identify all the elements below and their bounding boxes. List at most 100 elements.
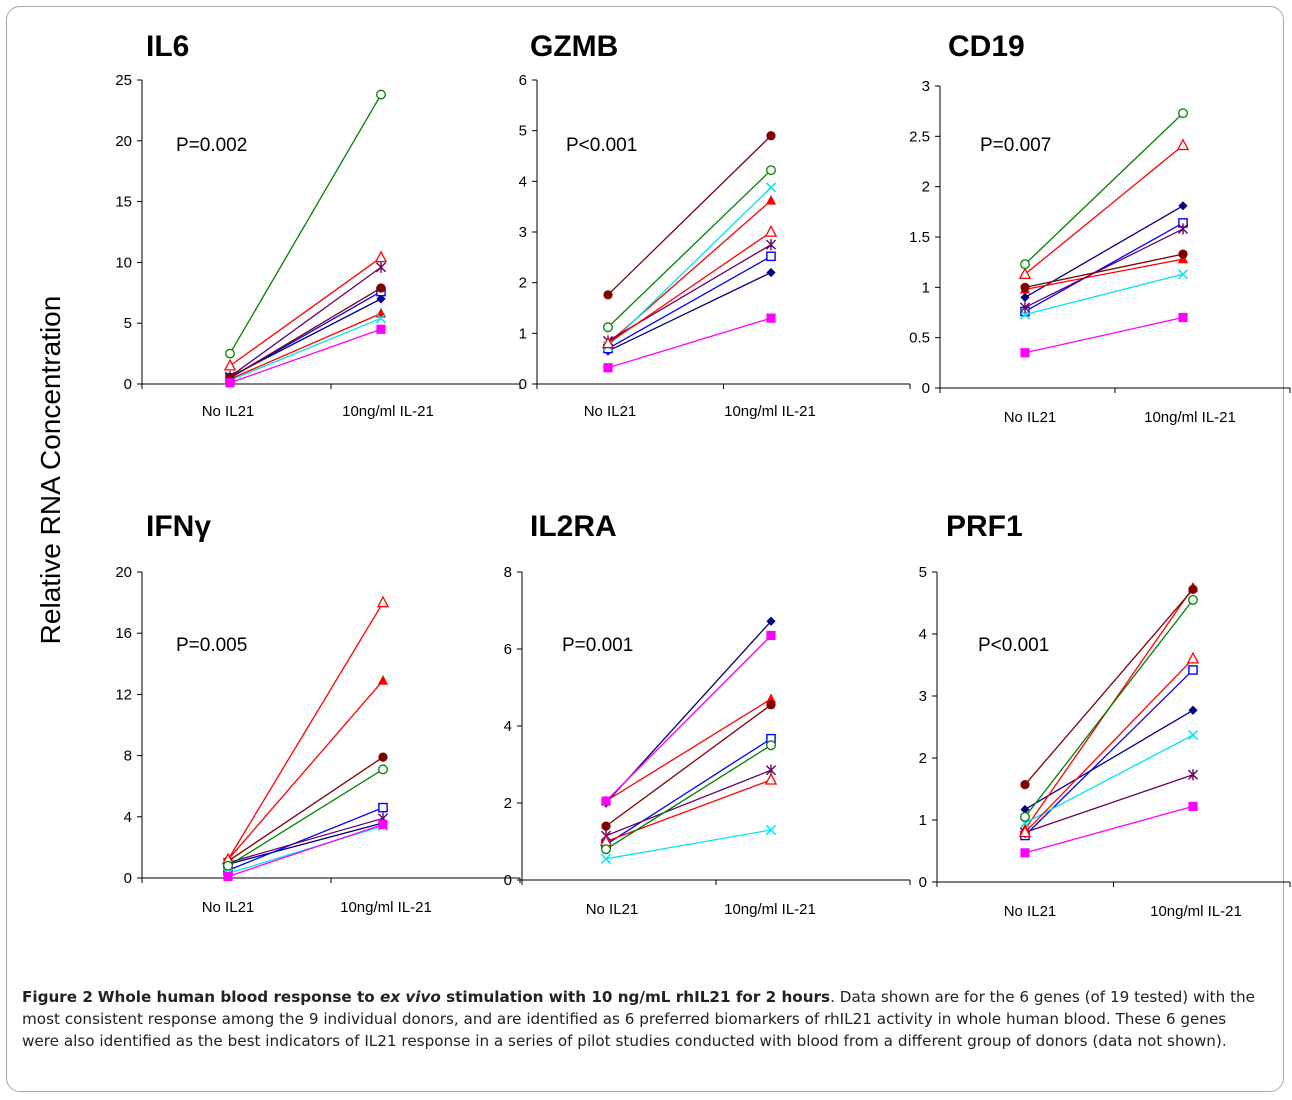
data-point-no-il21 — [601, 336, 615, 349]
data-point-il21 — [378, 802, 388, 813]
series-line — [1024, 599, 1194, 818]
series-open-triangle — [221, 595, 390, 865]
y-axis-label: Relative RNA Concentration — [35, 296, 66, 645]
series-open-square — [1020, 665, 1198, 841]
data-point-il21 — [1187, 769, 1199, 781]
data-point-il21 — [765, 693, 777, 704]
data-point-il21 — [1186, 651, 1200, 664]
p-value-label: P<0.001 — [978, 635, 1049, 656]
series-filled-square — [601, 630, 776, 806]
series-line — [1024, 709, 1194, 811]
y-tick-label: 0 — [124, 870, 132, 887]
x-category-label: No IL21 — [202, 403, 255, 420]
y-tick-label: 2 — [919, 750, 927, 767]
y-tick-label: 4 — [504, 718, 512, 735]
panel-title: PRF1 — [946, 510, 1023, 543]
series-x-cross — [1019, 269, 1189, 320]
y-tick-label: 6 — [504, 641, 512, 658]
panel-title: GZMB — [530, 30, 618, 63]
data-point-il21 — [766, 630, 776, 641]
series-open-square — [223, 802, 388, 876]
series-line — [605, 698, 772, 802]
y-tick-label: 2.5 — [909, 128, 930, 145]
y-tick-label: 0.5 — [909, 330, 930, 347]
series-line — [229, 328, 382, 384]
data-point-no-il21 — [603, 290, 613, 300]
series-line — [605, 738, 772, 846]
data-point-no-il21 — [601, 796, 611, 806]
data-point-no-il21 — [223, 358, 237, 371]
y-tick-label: 3 — [519, 224, 527, 241]
y-tick-label: 6 — [519, 72, 527, 89]
series-line — [227, 817, 384, 864]
y-tick-label: 8 — [124, 748, 132, 765]
series-open-triangle — [223, 250, 388, 371]
data-point-il21 — [766, 616, 776, 626]
panel-4: IL2RA P=0.001 0 2 4 6 8 No IL21 10ng/ml IL-21 — [504, 510, 911, 918]
series-open-triangle — [1018, 138, 1190, 279]
data-point-il21 — [765, 182, 777, 193]
panel-2: CD19 P=0.007 0 0.5 1 1.5 2 2.5 3 No IL21 10ng/ml I… — [909, 30, 1291, 426]
y-tick-label: 2 — [519, 275, 527, 292]
series-line — [227, 768, 384, 867]
x-category-label: 10ng/ml IL-21 — [340, 899, 432, 916]
data-point-il21 — [1188, 705, 1198, 715]
y-tick-label: 15 — [115, 194, 132, 211]
y-tick-label: 0 — [519, 376, 527, 393]
series-filled-circle — [225, 283, 386, 383]
data-point-il21 — [766, 251, 776, 262]
series-filled-square — [1020, 312, 1188, 358]
series-open-square — [225, 286, 386, 383]
caption-title: Whole human blood response to ex vivo st… — [97, 988, 831, 1006]
y-tick-label: 8 — [504, 564, 512, 581]
data-point-il21 — [378, 819, 388, 830]
data-point-no-il21 — [223, 871, 233, 882]
panel-title: CD19 — [948, 30, 1025, 63]
series-line — [1024, 658, 1194, 833]
series-filled-diamond — [1020, 705, 1198, 815]
series-x-cross — [602, 182, 777, 352]
x-category-label: No IL21 — [586, 901, 639, 918]
figure-frame — [6, 6, 1284, 1092]
y-tick-label: 20 — [115, 564, 132, 581]
data-point-il21 — [1177, 223, 1189, 235]
data-point-il21 — [1178, 108, 1188, 119]
series-open-circle — [601, 740, 776, 855]
y-tick-label: 2 — [922, 179, 930, 196]
p-value-label: P<0.001 — [566, 135, 637, 156]
y-tick-label: 25 — [115, 72, 132, 89]
series-line — [605, 779, 772, 843]
panel-title: IL6 — [146, 30, 189, 63]
figure-charts: Relative RNA Concentration IL6 P=0.002 0 5 1… — [35, 30, 1291, 920]
p-value-label: P=0.001 — [562, 635, 633, 656]
y-tick-label: 4 — [519, 173, 527, 190]
series-line — [607, 317, 772, 369]
y-tick-label: 1.5 — [909, 229, 930, 246]
x-category-label: No IL21 — [202, 899, 255, 916]
series-line — [227, 756, 384, 862]
series-line — [227, 807, 384, 871]
series-asterisk — [222, 812, 389, 869]
series-filled-triangle — [1019, 253, 1189, 294]
x-category-label: No IL21 — [1004, 409, 1057, 426]
series-line — [1024, 273, 1184, 316]
data-point-il21 — [764, 772, 778, 785]
y-tick-label: 12 — [115, 686, 132, 703]
x-category-label: 10ng/ml IL-21 — [1144, 409, 1236, 426]
data-point-il21 — [1188, 584, 1198, 594]
data-point-no-il21 — [1020, 259, 1030, 270]
data-point-no-il21 — [1018, 267, 1032, 279]
y-tick-label: 4 — [124, 809, 132, 826]
data-point-il21 — [1188, 594, 1198, 605]
series-line — [1024, 228, 1184, 309]
data-point-il21 — [1178, 312, 1188, 323]
p-value-label: P=0.007 — [980, 135, 1051, 156]
series-asterisk — [602, 239, 777, 347]
data-point-il21 — [376, 294, 386, 304]
x-category-label: No IL21 — [584, 403, 637, 420]
series-line — [229, 257, 382, 367]
data-point-no-il21 — [1020, 804, 1030, 815]
data-point-il21 — [1177, 269, 1189, 280]
series-line — [605, 744, 772, 850]
data-point-il21 — [766, 165, 776, 176]
